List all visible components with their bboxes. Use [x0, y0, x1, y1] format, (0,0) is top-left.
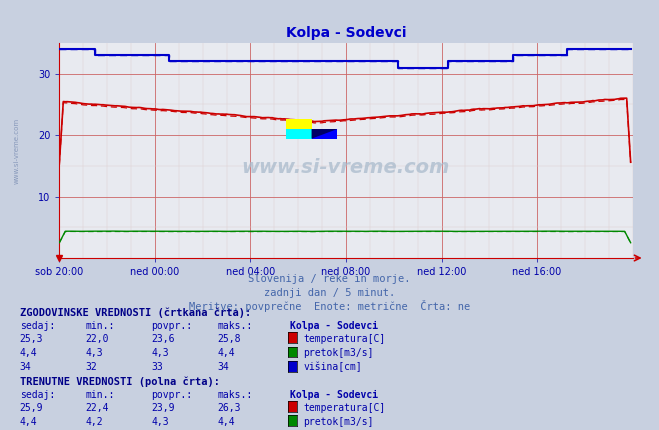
Text: 4,2: 4,2	[86, 417, 103, 427]
Text: 4,3: 4,3	[152, 348, 169, 358]
Text: pretok[m3/s]: pretok[m3/s]	[303, 348, 374, 358]
Text: 34: 34	[217, 362, 229, 372]
Text: povpr.:: povpr.:	[152, 390, 192, 400]
Text: 22,0: 22,0	[86, 334, 109, 344]
Text: Kolpa - Sodevci: Kolpa - Sodevci	[290, 390, 378, 400]
Text: TRENUTNE VREDNOSTI (polna črta):: TRENUTNE VREDNOSTI (polna črta):	[20, 376, 219, 387]
Text: min.:: min.:	[86, 390, 115, 400]
Text: 25,3: 25,3	[20, 334, 43, 344]
Title: Kolpa - Sodevci: Kolpa - Sodevci	[286, 26, 406, 40]
Text: povpr.:: povpr.:	[152, 321, 192, 331]
Bar	[312, 129, 337, 138]
Text: 26,3: 26,3	[217, 402, 241, 413]
Text: pretok[m3/s]: pretok[m3/s]	[303, 417, 374, 427]
Text: 4,4: 4,4	[20, 348, 38, 358]
Text: sedaj:: sedaj:	[20, 321, 55, 331]
Text: www.si-vreme.com: www.si-vreme.com	[13, 117, 19, 184]
Text: 23,9: 23,9	[152, 402, 175, 413]
Text: maks.:: maks.:	[217, 321, 252, 331]
Polygon shape	[312, 129, 337, 138]
Text: 32: 32	[86, 362, 98, 372]
Text: maks.:: maks.:	[217, 390, 252, 400]
Text: Kolpa - Sodevci: Kolpa - Sodevci	[290, 321, 378, 331]
Bar	[286, 129, 312, 138]
Text: 4,3: 4,3	[86, 348, 103, 358]
Text: 4,4: 4,4	[20, 417, 38, 427]
Text: 23,6: 23,6	[152, 334, 175, 344]
Text: 4,3: 4,3	[152, 417, 169, 427]
Text: Slovenija / reke in morje.: Slovenija / reke in morje.	[248, 273, 411, 284]
Text: 25,8: 25,8	[217, 334, 241, 344]
Text: www.si-vreme.com: www.si-vreme.com	[242, 158, 450, 177]
Text: zadnji dan / 5 minut.: zadnji dan / 5 minut.	[264, 288, 395, 298]
Bar	[286, 119, 312, 129]
Text: 4,4: 4,4	[217, 348, 235, 358]
Text: temperatura[C]: temperatura[C]	[303, 402, 386, 413]
Text: 34: 34	[20, 362, 32, 372]
Text: 4,4: 4,4	[217, 417, 235, 427]
Text: 33: 33	[152, 362, 163, 372]
Text: Meritve: povprečne  Enote: metrične  Črta: ne: Meritve: povprečne Enote: metrične Črta:…	[189, 300, 470, 312]
Text: višina[cm]: višina[cm]	[303, 362, 362, 372]
Text: 22,4: 22,4	[86, 402, 109, 413]
Text: 25,9: 25,9	[20, 402, 43, 413]
Text: min.:: min.:	[86, 321, 115, 331]
Text: temperatura[C]: temperatura[C]	[303, 334, 386, 344]
Text: ZGODOVINSKE VREDNOSTI (črtkana črta):: ZGODOVINSKE VREDNOSTI (črtkana črta):	[20, 307, 251, 318]
Text: sedaj:: sedaj:	[20, 390, 55, 400]
